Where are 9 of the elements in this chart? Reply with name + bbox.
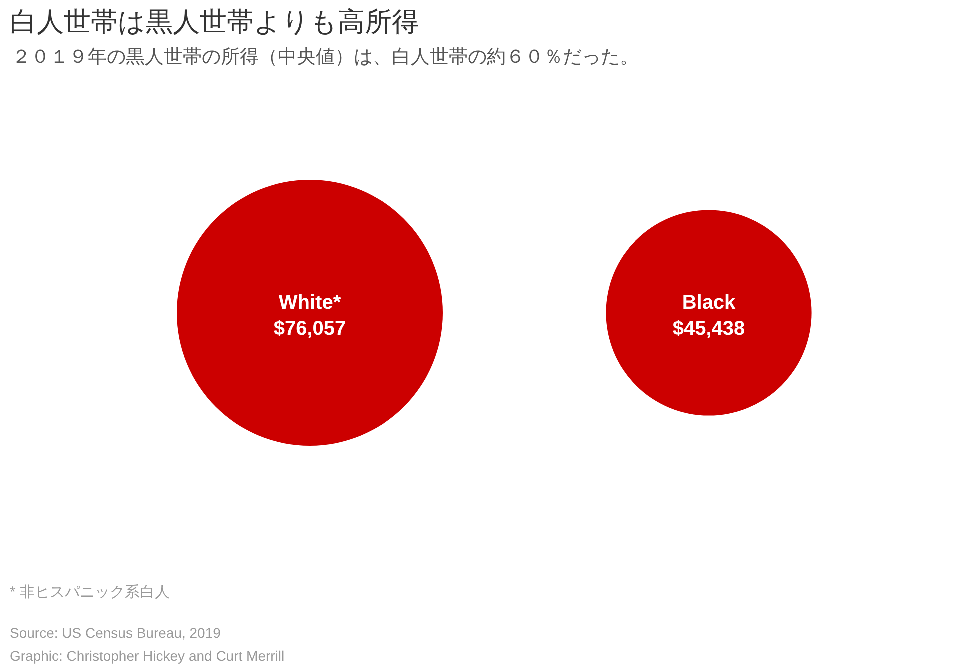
category-label: White* [278,292,342,314]
text: 白人世帯は黒人世帯よりも高所得 [10,7,419,37]
text: Graphic: Christopher Hickey and Curt Merrill [10,648,285,664]
data-label: $45,438 [672,318,746,340]
data-label: $76,057 [274,318,346,340]
source-note: Source: US Census Bureau, 2019 [10,625,222,641]
text: * 非ヒスパニック系白人 [10,584,170,601]
category-label: Black [682,292,737,314]
text: ２０１９年の黒人世帯の所得（中央値）は、白人世帯の約６０％だった。 [12,47,639,68]
